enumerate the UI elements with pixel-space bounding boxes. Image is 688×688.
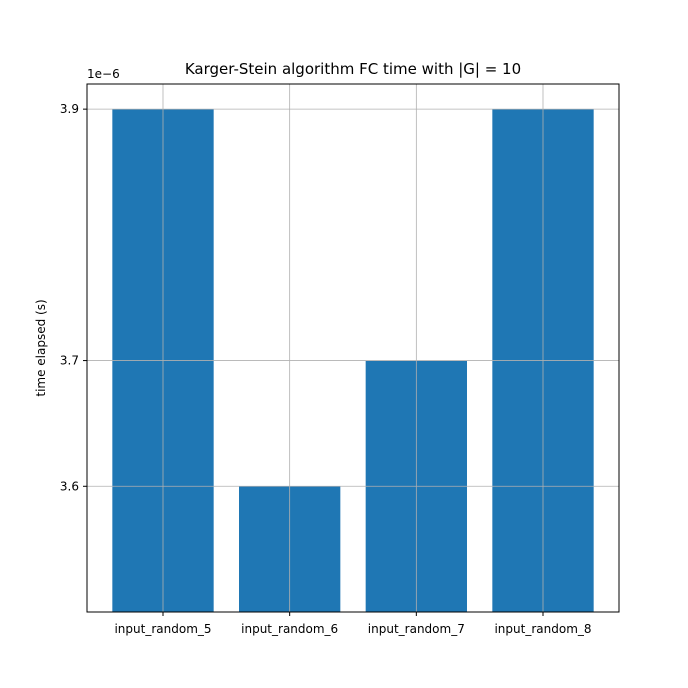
- y-tick-label: 3.6: [60, 479, 79, 493]
- x-tick-label: input_random_8: [494, 622, 591, 636]
- x-tick-label: input_random_5: [114, 622, 211, 636]
- y-tick-label: 3.9: [60, 102, 79, 116]
- y-axis-ticks: 3.6 3.7 3.9: [60, 102, 87, 493]
- y-axis-label: time elapsed (s): [34, 299, 48, 396]
- plot-area-frame: [86, 83, 620, 613]
- y-axis-offset-label: 1e−6: [87, 67, 120, 81]
- y-tick-label: 3.7: [60, 354, 79, 368]
- x-axis-ticks: input_random_5 input_random_6 input_random…: [114, 612, 592, 636]
- chart-title: Karger-Stein algorithm FC time with |G| …: [185, 60, 521, 78]
- grid-lines: [87, 84, 619, 612]
- x-tick-label: input_random_6: [241, 622, 338, 636]
- x-tick-label: input_random_7: [368, 622, 465, 636]
